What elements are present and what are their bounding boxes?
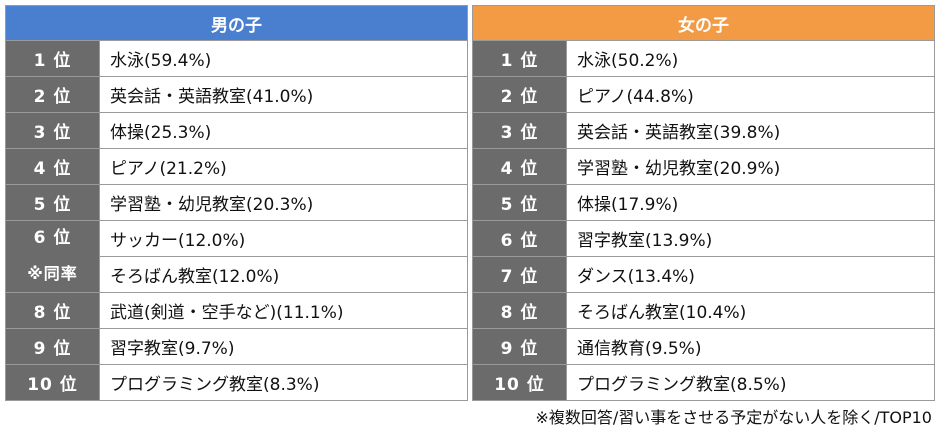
table-row: 10 位 プログラミング教室(8.5%) [472, 364, 935, 401]
table-row: 9 位 通信教育(9.5%) [472, 328, 935, 365]
table-row: 1 位 水泳(50.2%) [472, 40, 935, 77]
rank-label: 5 位 [472, 184, 567, 221]
rank-label: 5 位 [5, 184, 100, 221]
lesson-item: 水泳(50.2%) [566, 40, 935, 77]
lesson-item: 体操(25.3%) [99, 112, 468, 149]
lesson-item: そろばん教室(12.0%) [99, 256, 468, 293]
table-row: 3 位 英会話・英語教室(39.8%) [472, 112, 935, 149]
rank-label: 1 位 [5, 40, 100, 77]
rank-label: 6 位 [472, 220, 567, 257]
table-row: 7 位 ダンス(13.4%) [472, 256, 935, 293]
rank-label: 8 位 [5, 292, 100, 329]
girls-header: 女の子 [472, 5, 935, 41]
footnote: ※複数回答/習い事をさせる予定がない人を除く/TOP10 [535, 408, 932, 427]
rank-label: 10 位 [5, 364, 100, 401]
rank-label: 4 位 [472, 148, 567, 185]
lesson-item: 武道(剣道・空手など)(11.1%) [99, 292, 468, 329]
table-row: 4 位 学習塾・幼児教室(20.9%) [472, 148, 935, 185]
ranking-tables: 男の子 1 位 水泳(59.4%) 2 位 英会話・英語教室(41.0%) 3 … [5, 5, 935, 401]
lesson-item: 学習塾・幼児教室(20.9%) [566, 148, 935, 185]
rank-label: 3 位 [5, 112, 100, 149]
rank-label: 2 位 [5, 76, 100, 113]
lesson-item: そろばん教室(10.4%) [566, 292, 935, 329]
lesson-item: プログラミング教室(8.5%) [566, 364, 935, 401]
table-row: 8 位 武道(剣道・空手など)(11.1%) [5, 292, 468, 329]
table-row: 5 位 体操(17.9%) [472, 184, 935, 221]
boys-header: 男の子 [5, 5, 468, 41]
table-row: そろばん教室(12.0%) [6, 256, 468, 293]
table-row: 6 位 ※同率 サッカー(12.0%) [5, 220, 468, 293]
rank-label: 1 位 [472, 40, 567, 77]
lesson-item: 英会話・英語教室(39.8%) [566, 112, 935, 149]
lesson-item: ピアノ(21.2%) [99, 148, 468, 185]
table-row: 1 位 水泳(59.4%) [5, 40, 468, 77]
table-row: 10 位 プログラミング教室(8.3%) [5, 364, 468, 401]
table-row: 2 位 ピアノ(44.8%) [472, 76, 935, 113]
rank-label: 2 位 [472, 76, 567, 113]
tie-note: ※同率 [27, 264, 78, 283]
lesson-item: プログラミング教室(8.3%) [99, 364, 468, 401]
rank-label: 9 位 [5, 328, 100, 365]
rank-label: 8 位 [472, 292, 567, 329]
table-row: 5 位 学習塾・幼児教室(20.3%) [5, 184, 468, 221]
table-row: 6 位 習字教室(13.9%) [472, 220, 935, 257]
lesson-item: サッカー(12.0%) [99, 220, 468, 257]
lesson-item: 学習塾・幼児教室(20.3%) [99, 184, 468, 221]
lesson-item: ダンス(13.4%) [566, 256, 935, 293]
boys-ranking-table: 男の子 1 位 水泳(59.4%) 2 位 英会話・英語教室(41.0%) 3 … [5, 5, 468, 401]
boys-header-row: 男の子 [5, 5, 468, 41]
girls-header-row: 女の子 [472, 5, 935, 41]
rank-label: 4 位 [5, 148, 100, 185]
lesson-item: 体操(17.9%) [566, 184, 935, 221]
rank-label: 9 位 [472, 328, 567, 365]
rank-label: 7 位 [472, 256, 567, 293]
girls-ranking-table: 女の子 1 位 水泳(50.2%) 2 位 ピアノ(44.8%) 3 位 英会話… [472, 5, 935, 401]
rank-label: 6 位 [33, 228, 72, 248]
lesson-item: 習字教室(13.9%) [566, 220, 935, 257]
rank-label: 3 位 [472, 112, 567, 149]
table-row: 3 位 体操(25.3%) [5, 112, 468, 149]
table-row: 8 位 そろばん教室(10.4%) [472, 292, 935, 329]
lesson-item: 英会話・英語教室(41.0%) [99, 76, 468, 113]
table-row: 9 位 習字教室(9.7%) [5, 328, 468, 365]
rank-label: 10 位 [472, 364, 567, 401]
lesson-item: 水泳(59.4%) [99, 40, 468, 77]
lesson-item: 習字教室(9.7%) [99, 328, 468, 365]
lesson-item: ピアノ(44.8%) [566, 76, 935, 113]
table-row: 2 位 英会話・英語教室(41.0%) [5, 76, 468, 113]
rank-label-tied: 6 位 ※同率 [5, 220, 100, 293]
table-row: 4 位 ピアノ(21.2%) [5, 148, 468, 185]
lesson-item: 通信教育(9.5%) [566, 328, 935, 365]
